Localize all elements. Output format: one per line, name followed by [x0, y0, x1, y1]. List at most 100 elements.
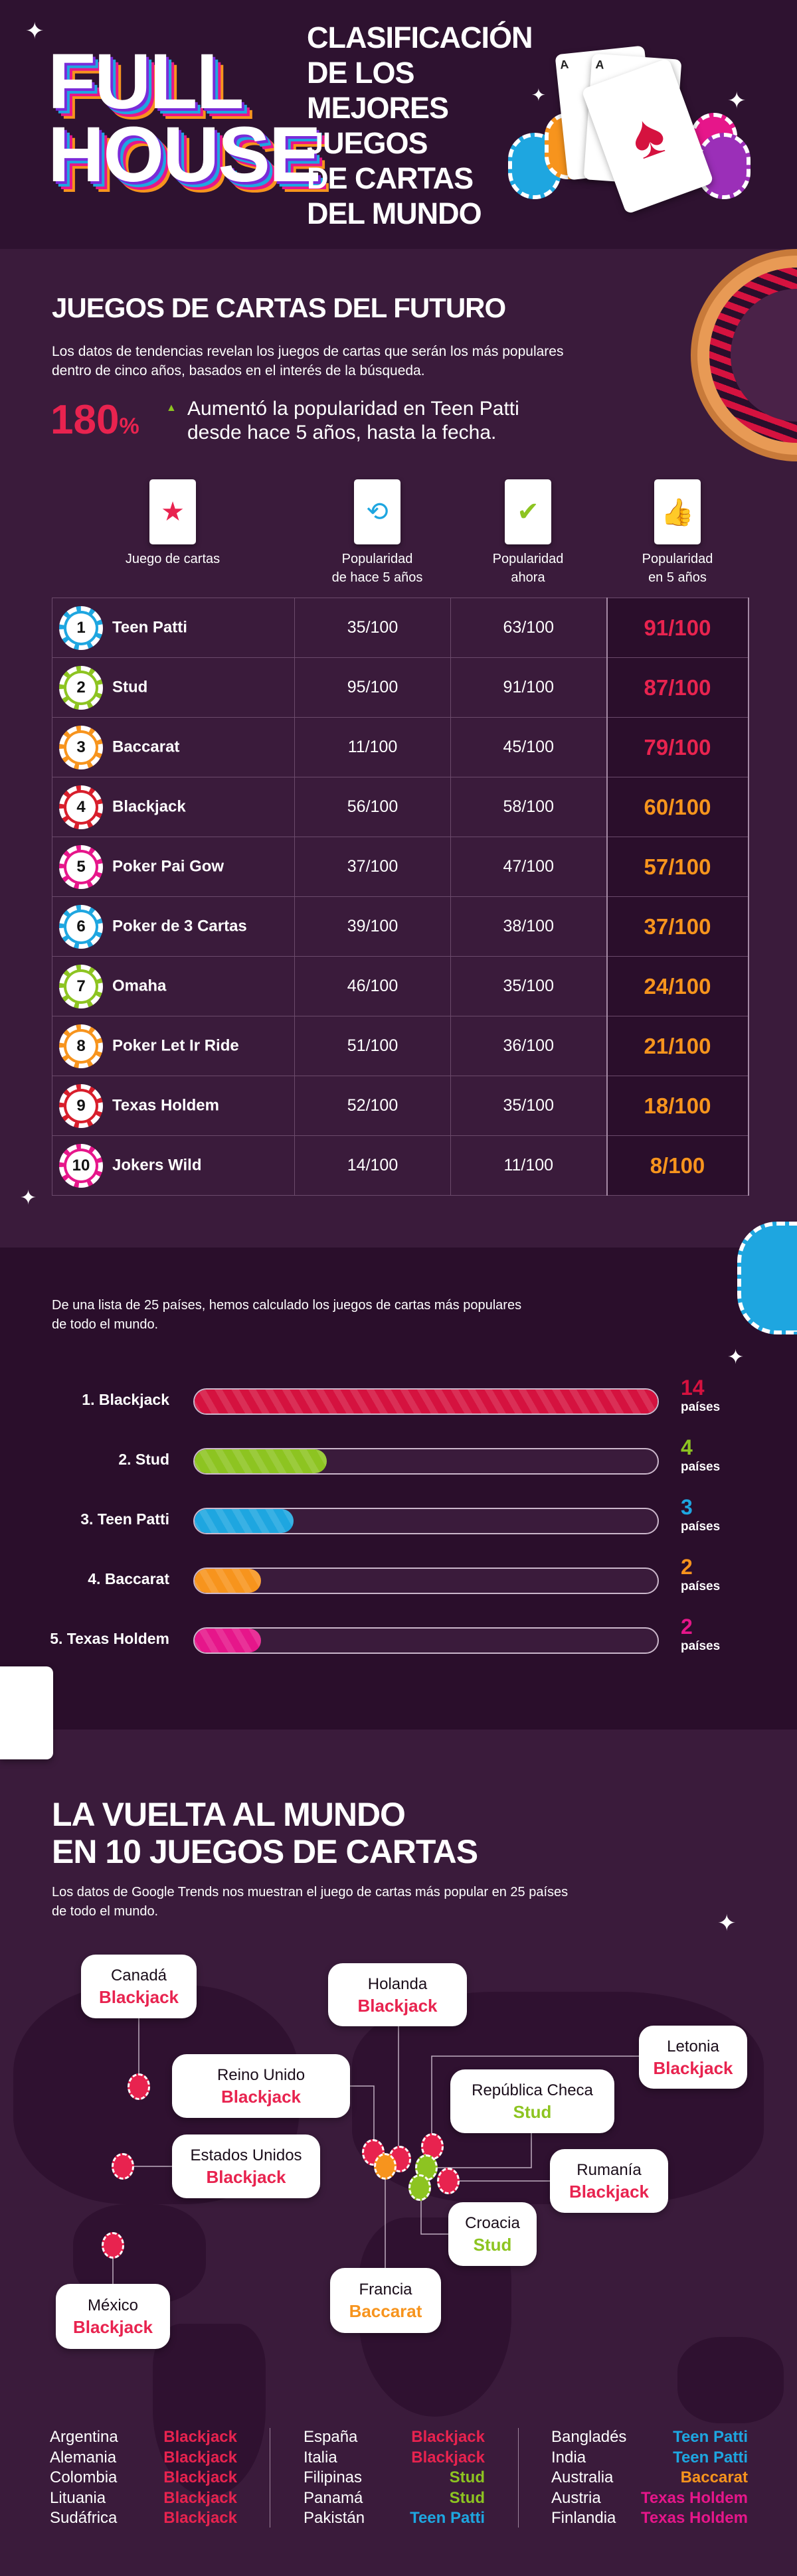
bar-track — [193, 1448, 659, 1475]
country-game: Baccarat — [680, 2468, 748, 2486]
column-header: Juego de cartas — [106, 550, 239, 568]
map-label[interactable]: Rumanía Blackjack — [550, 2149, 668, 2213]
table-row: 1 Teen Patti 35/100 63/100 91/100 — [52, 598, 749, 658]
bar-label: 1. Blackjack — [82, 1391, 169, 1408]
map-label[interactable]: Holanda Blackjack — [328, 1963, 467, 2026]
bar-label: 4. Baccarat — [88, 1570, 169, 1587]
country-game: Teen Patti — [673, 2428, 748, 2446]
map-label-country: Estados Unidos — [190, 2146, 302, 2164]
sparkle-icon: ✦ — [20, 1187, 37, 1209]
map-label-game: Blackjack — [206, 2167, 286, 2187]
map-marker-france[interactable] — [374, 2153, 397, 2180]
future-popularity-cell: 8/100 — [606, 1135, 749, 1196]
playing-card-icon — [0, 1666, 53, 1759]
game-name: Jokers Wild — [112, 1155, 202, 1174]
bar-track — [193, 1508, 659, 1534]
country-list-item: Bangladés Teen Patti — [551, 2427, 748, 2447]
bar-fill — [195, 1390, 658, 1413]
title-line: DEL MUNDO — [307, 197, 482, 230]
sparkle-icon: ✦ — [717, 1911, 737, 1936]
bar-value: 4 — [681, 1435, 693, 1459]
bar-unit: países — [681, 1460, 721, 1474]
country-list-item: Argentina Blackjack — [50, 2427, 237, 2447]
country-name: Argentina — [50, 2428, 118, 2446]
table-row: 7 Omaha 46/100 35/100 24/100 — [52, 956, 749, 1016]
country-name: Pakistán — [304, 2509, 365, 2527]
map-label-country: México — [87, 2296, 139, 2314]
map-label[interactable]: Croacia Stud — [448, 2202, 537, 2266]
country-name: Alemania — [50, 2448, 117, 2466]
column-header: Popularidad en 5 años — [611, 550, 744, 587]
column-header-line: de hace 5 años — [331, 570, 423, 585]
game-cell: 7 Omaha — [52, 956, 295, 1016]
future-description: Los datos de tendencias revelan los jueg… — [52, 342, 563, 380]
bar-value: 2 — [681, 1615, 693, 1639]
rank-chip-icon: 7 — [59, 964, 103, 1008]
map-marker-mexico[interactable] — [102, 2232, 124, 2259]
map-label-game: Blackjack — [569, 2182, 649, 2202]
rank-number: 2 — [66, 673, 96, 702]
country-name: España — [304, 2428, 358, 2446]
bar-unit: países — [681, 1400, 721, 1414]
column-header-line: ahora — [511, 570, 545, 585]
map-marker-usa[interactable] — [112, 2153, 134, 2180]
rank-chip-icon: 9 — [59, 1084, 103, 1128]
country-name: Bangladés — [551, 2428, 627, 2446]
game-name: Poker Pai Gow — [112, 856, 224, 875]
stat-text: Aumentó la popularidad en Teen Patti des… — [187, 397, 519, 445]
map-label-country: República Checa — [472, 2081, 593, 2099]
thumbs-up-icon: 👍 — [654, 479, 701, 544]
rank-number: 5 — [66, 852, 96, 882]
map-label[interactable]: República Checa Stud — [450, 2069, 614, 2133]
future-popularity-cell: 24/100 — [606, 956, 749, 1016]
past-popularity-cell: 51/100 — [294, 1016, 451, 1076]
map-marker-canada[interactable] — [128, 2073, 150, 2100]
map-label[interactable]: Letonia Blackjack — [639, 2026, 747, 2089]
country-list-item: Finlandia Texas Holdem — [551, 2508, 748, 2528]
current-popularity-cell: 35/100 — [450, 1076, 607, 1136]
map-label[interactable]: Estados Unidos Blackjack — [172, 2134, 320, 2198]
map-label-country: Reino Unido — [217, 2066, 306, 2084]
game-cell: 1 Teen Patti — [52, 598, 295, 658]
country-list-item: Australia Baccarat — [551, 2467, 748, 2488]
column-header-line: Popularidad — [492, 552, 564, 566]
rank-chip-icon: 2 — [59, 665, 103, 710]
bar-value: 3 — [681, 1495, 693, 1519]
country-name: Panamá — [304, 2488, 363, 2507]
title-line: EN 10 JUEGOS DE CARTAS — [52, 1833, 478, 1870]
country-name: India — [551, 2448, 586, 2466]
table-row: 4 Blackjack 56/100 58/100 60/100 — [52, 777, 749, 837]
country-list-item: Lituania Blackjack — [50, 2488, 237, 2508]
game-name: Blackjack — [112, 797, 186, 815]
map-label[interactable]: México Blackjack — [56, 2284, 170, 2349]
map-label[interactable]: Francia Baccarat — [330, 2268, 441, 2333]
title-line: MEJORES — [307, 91, 449, 125]
check-circle-icon: ✔ — [505, 479, 551, 544]
bar-row: 5. Texas Holdem 2 países — [0, 1615, 797, 1660]
stat-value: 180% — [50, 397, 139, 449]
country-list-item: Sudáfrica Blackjack — [50, 2508, 237, 2528]
future-popularity-cell: 18/100 — [606, 1076, 749, 1136]
past-popularity-cell: 14/100 — [294, 1135, 451, 1196]
current-popularity-cell: 45/100 — [450, 717, 607, 777]
country-game: Blackjack — [163, 2428, 237, 2446]
country-game: Teen Patti — [410, 2509, 485, 2527]
game-name: Teen Patti — [112, 617, 187, 636]
country-game: Stud — [449, 2488, 485, 2507]
game-name: Poker de 3 Cartas — [112, 916, 247, 935]
map-label-game: Blackjack — [99, 1987, 179, 2007]
map-label[interactable]: Canadá Blackjack — [81, 1955, 197, 2018]
map-marker-romania[interactable] — [437, 2168, 460, 2194]
bar-row: 3. Teen Patti 3 países — [0, 1496, 797, 1541]
country-game: Texas Holdem — [641, 2488, 748, 2507]
logo-line-1: FULL — [48, 38, 244, 125]
chip-blue-icon — [737, 1222, 797, 1334]
table-row: 2 Stud 95/100 91/100 87/100 — [52, 657, 749, 718]
map-marker-croatia[interactable] — [408, 2174, 431, 2201]
rank-number: 3 — [66, 732, 96, 762]
countries-description: De una lista de 25 países, hemos calcula… — [52, 1296, 521, 1334]
map-label-country: Canadá — [110, 1967, 167, 1984]
game-name: Texas Holdem — [112, 1095, 219, 1114]
map-label[interactable]: Reino Unido Blackjack — [172, 2054, 350, 2118]
table-row: 6 Poker de 3 Cartas 39/100 38/100 37/100 — [52, 896, 749, 957]
